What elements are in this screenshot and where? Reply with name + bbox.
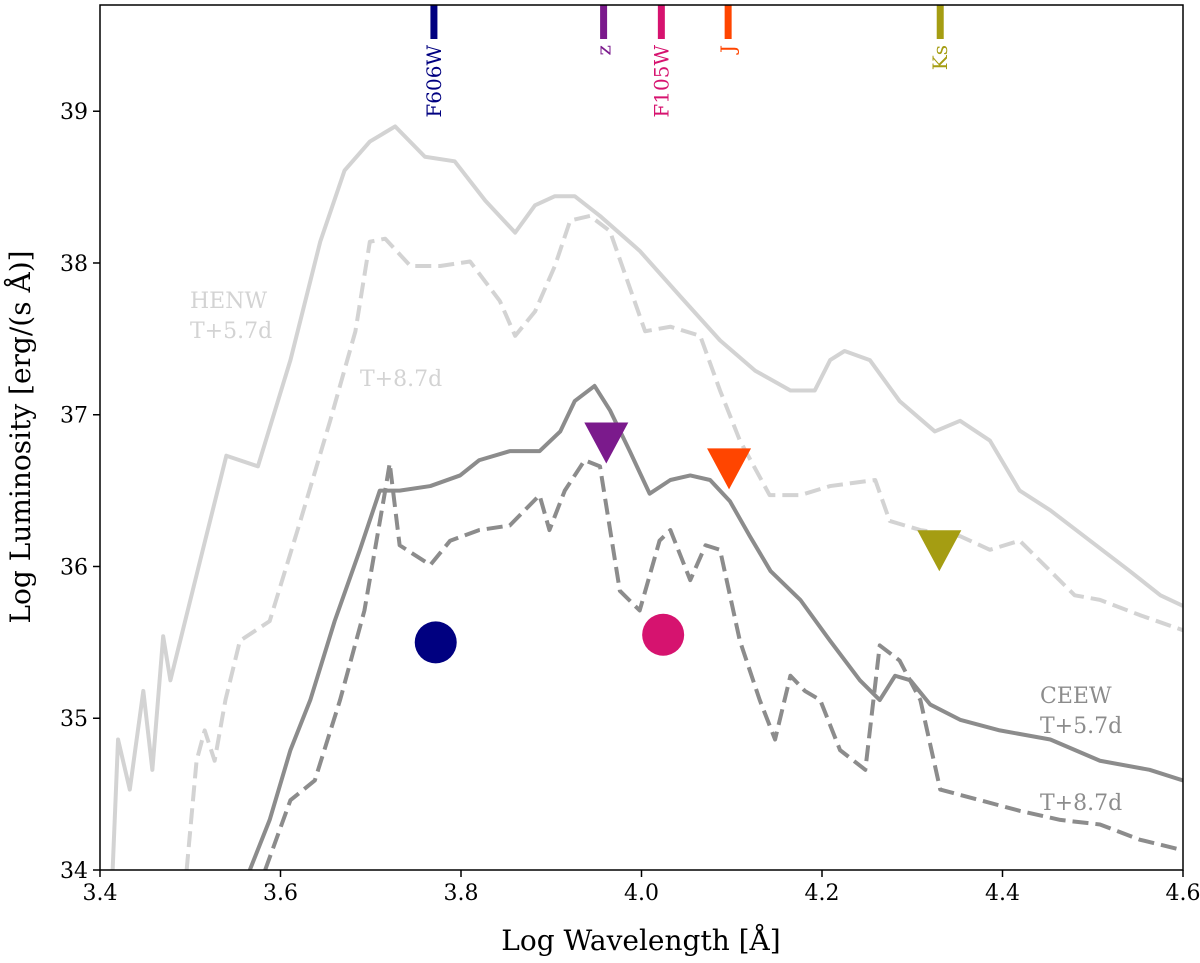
filter-label: F606W bbox=[422, 45, 446, 118]
annotation: HENW bbox=[190, 289, 267, 314]
upper-limit bbox=[707, 448, 752, 490]
y-tick-label: 38 bbox=[60, 252, 88, 277]
x-tick-label: 4.2 bbox=[805, 881, 840, 906]
annotation: T+5.7d bbox=[190, 319, 272, 344]
annotation: T+8.7d bbox=[360, 367, 442, 392]
y-axis-label: Log Luminosity [erg/(s Å)] bbox=[4, 250, 37, 623]
x-tick-label: 4.4 bbox=[985, 881, 1020, 906]
filter-label: J bbox=[716, 45, 740, 55]
annotation: T+8.7d bbox=[1040, 791, 1122, 816]
x-axis-label: Log Wavelength [Å] bbox=[501, 924, 780, 957]
line-series bbox=[110, 124, 1183, 870]
plot-frame bbox=[99, 4, 1184, 871]
line-series bbox=[263, 458, 1183, 870]
filter-label: z bbox=[592, 45, 616, 56]
x-tick-label: 3.4 bbox=[83, 881, 118, 906]
y-tick-label: 35 bbox=[60, 707, 88, 732]
y-tick-label: 34 bbox=[60, 859, 88, 884]
y-tick-label: 37 bbox=[60, 404, 88, 429]
line-series bbox=[247, 383, 1183, 870]
filter-label: Ks bbox=[928, 45, 952, 70]
upper-limit bbox=[917, 530, 962, 572]
x-tick-label: 3.6 bbox=[263, 881, 298, 906]
y-tick-label: 39 bbox=[60, 100, 88, 125]
x-tick-label: 3.8 bbox=[444, 881, 479, 906]
point bbox=[642, 613, 685, 656]
filter-label: F105W bbox=[649, 45, 673, 118]
x-tick-label: 4.0 bbox=[624, 881, 659, 906]
upper-limit bbox=[584, 422, 629, 464]
annotation: T+5.7d bbox=[1040, 714, 1122, 739]
line-series bbox=[184, 213, 1183, 870]
annotation: CEEW bbox=[1040, 684, 1112, 709]
y-tick-label: 36 bbox=[60, 555, 88, 580]
point bbox=[414, 621, 457, 664]
x-tick-label: 4.6 bbox=[1166, 881, 1200, 906]
